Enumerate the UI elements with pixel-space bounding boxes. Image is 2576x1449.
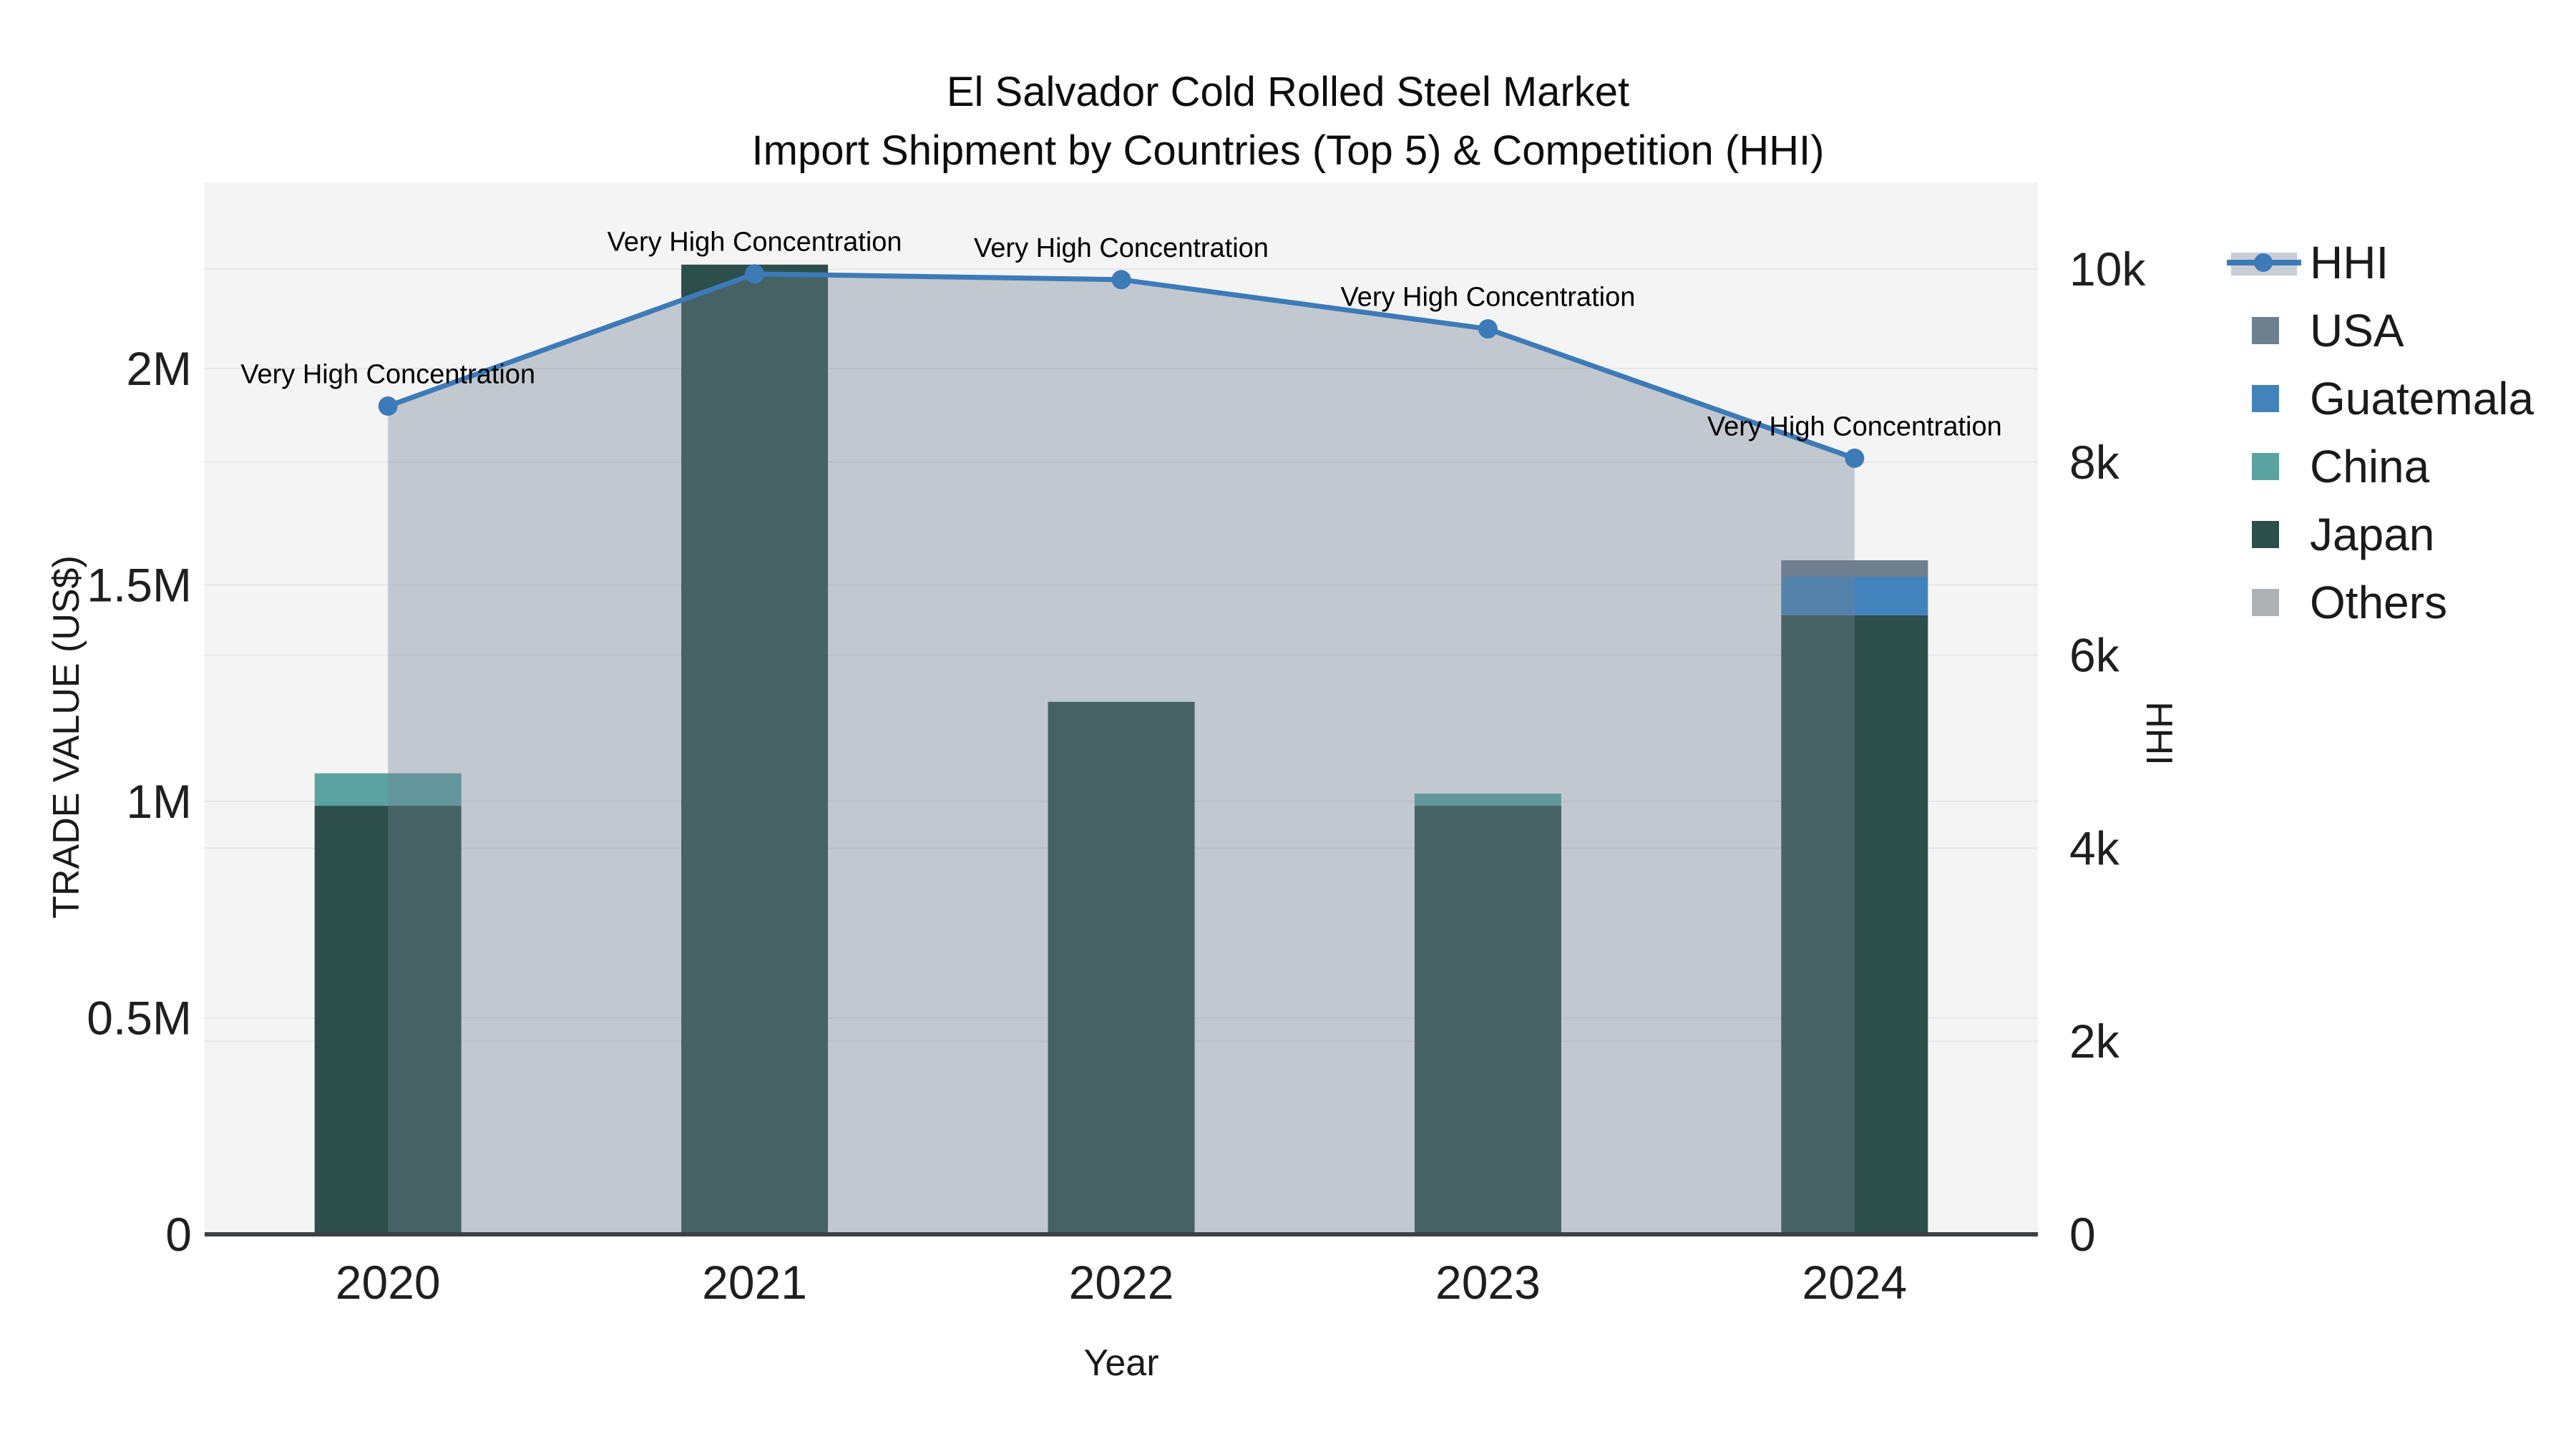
legend-item-hhi[interactable]: HHI (2227, 237, 2389, 288)
legend-label-japan[interactable]: Japan (2310, 509, 2434, 560)
legend-item-usa[interactable]: USA (2252, 305, 2404, 356)
bar-segment-2020-China[interactable] (314, 773, 462, 806)
annotation-2022: Very High Concentration (974, 233, 1269, 263)
chart-title-line2: Import Shipment by Countries (Top 5) & C… (752, 127, 1825, 174)
legend-swatch-usa (2252, 317, 2279, 344)
y-right-tick-0: 0 (2069, 1208, 2096, 1261)
annotation-2023: Very High Concentration (1340, 283, 1635, 313)
bar-segment-2022-Japan[interactable] (1048, 701, 1195, 1234)
legend-hhi-marker-sample (2254, 253, 2273, 272)
x-tick-2022: 2022 (1069, 1256, 1174, 1309)
legend-label-hhi[interactable]: HHI (2310, 237, 2389, 288)
hhi-marker-2024[interactable] (1845, 448, 1865, 468)
legend-item-japan[interactable]: Japan (2252, 509, 2434, 560)
bar-segment-2023-Japan[interactable] (1414, 806, 1561, 1234)
y-left-tick-0.5M: 0.5M (87, 992, 192, 1045)
x-tick-2021: 2021 (702, 1256, 807, 1309)
legend-item-china[interactable]: China (2252, 441, 2430, 492)
axis-tick-labels: 0 0.5M 1M 1.5M 2M 0 2k 4k 6k 8k 10k 2020 2021 2022 202… (87, 243, 2146, 1309)
legend-item-others[interactable]: Others (2252, 577, 2447, 628)
hhi-marker-2020[interactable] (378, 396, 398, 416)
y-right-tick-4k: 4k (2069, 821, 2120, 874)
x-tick-2024: 2024 (1802, 1256, 1907, 1309)
y-axis-title-right: HHI (2138, 701, 2180, 766)
y-axis-title-left: TRADE VALUE (US$) (46, 555, 87, 919)
hhi-line-group (378, 264, 1865, 468)
y-right-tick-8k: 8k (2069, 436, 2120, 489)
legend-label-usa[interactable]: USA (2310, 305, 2404, 356)
legend-swatch-china (2252, 453, 2279, 480)
bar-segment-2024-USA[interactable] (1781, 560, 1928, 577)
bar-segment-2021-Japan[interactable] (681, 264, 829, 1234)
x-axis-title: Year (1083, 1342, 1158, 1384)
bar-segment-2024-Japan[interactable] (1781, 615, 1928, 1234)
legend: HHI USA Guatemala China Japan Others (2227, 237, 2534, 628)
annotation-2020: Very High Concentration (240, 360, 535, 390)
legend-swatch-japan (2252, 521, 2279, 548)
annotations-group: Very High Concentration Very High Concent… (240, 228, 2002, 442)
y-right-tick-6k: 6k (2069, 629, 2120, 682)
bar-segment-2020-Japan[interactable] (314, 806, 462, 1234)
legend-swatch-others (2252, 589, 2279, 616)
y-right-tick-10k: 10k (2069, 243, 2146, 296)
hhi-marker-2023[interactable] (1478, 319, 1498, 339)
hhi-marker-2022[interactable] (1111, 270, 1131, 290)
chart-title-line1: El Salvador Cold Rolled Steel Market (947, 69, 1629, 115)
annotation-2024: Very High Concentration (1707, 411, 2002, 441)
bar-series-group (314, 264, 1928, 1234)
x-tick-2020: 2020 (336, 1256, 441, 1309)
y-left-tick-2M: 2M (126, 342, 192, 395)
annotation-2021: Very High Concentration (608, 228, 902, 258)
legend-label-guatemala[interactable]: Guatemala (2310, 373, 2534, 424)
legend-label-china[interactable]: China (2310, 441, 2430, 492)
legend-item-guatemala[interactable]: Guatemala (2252, 373, 2534, 424)
x-tick-2023: 2023 (1435, 1256, 1541, 1309)
hhi-marker-2021[interactable] (745, 264, 765, 284)
y-left-tick-0: 0 (165, 1208, 192, 1261)
legend-swatch-guatemala (2252, 385, 2279, 412)
y-right-tick-2k: 2k (2069, 1015, 2120, 1068)
hhi-area-fill (388, 273, 1855, 1234)
bar-segment-2023-China[interactable] (1414, 794, 1561, 806)
bar-segment-2024-Guatemala[interactable] (1781, 577, 1928, 615)
y-left-tick-1M: 1M (126, 775, 192, 828)
y-left-tick-1.5M: 1.5M (87, 559, 192, 612)
legend-label-others[interactable]: Others (2310, 577, 2447, 628)
hhi-area (388, 273, 1855, 1234)
